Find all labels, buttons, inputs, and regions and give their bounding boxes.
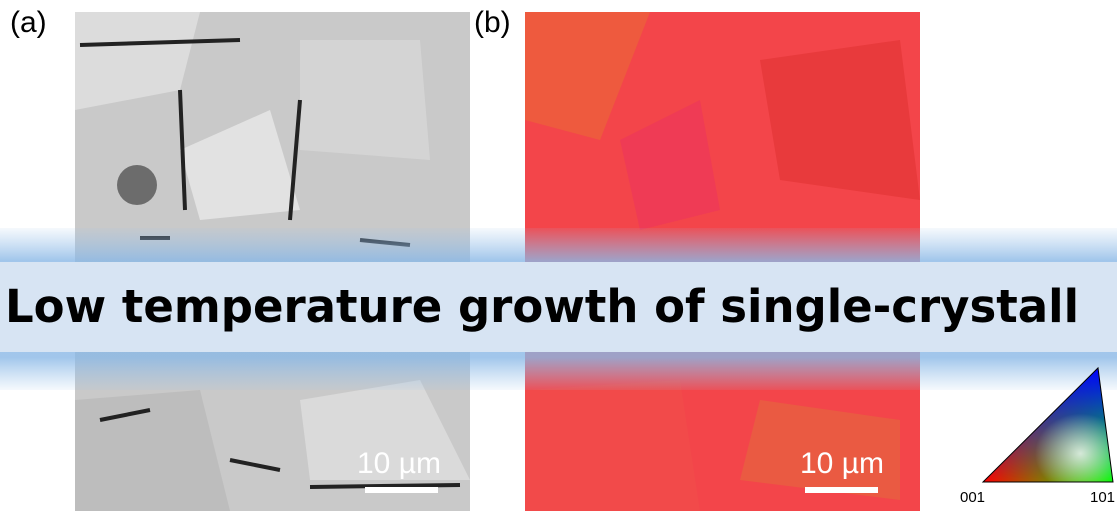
panel-label: (a) — [10, 6, 47, 39]
figure-canvas: Low temperature growth of single-crystal… — [0, 0, 1117, 511]
scale-bar-label: 10 µm — [357, 447, 441, 480]
scale-bar — [805, 487, 878, 493]
figure: Low temperature growth of single-crystal… — [0, 0, 1117, 511]
scale-bar — [365, 487, 438, 493]
banner-title: Low temperature growth of single-crystal… — [5, 280, 1079, 333]
panel-label: (b) — [474, 6, 511, 39]
ipf-corner-label: 001 — [960, 489, 985, 506]
ipf-corner-label: 101 — [1090, 489, 1115, 506]
scale-bar-label: 10 µm — [800, 447, 884, 480]
